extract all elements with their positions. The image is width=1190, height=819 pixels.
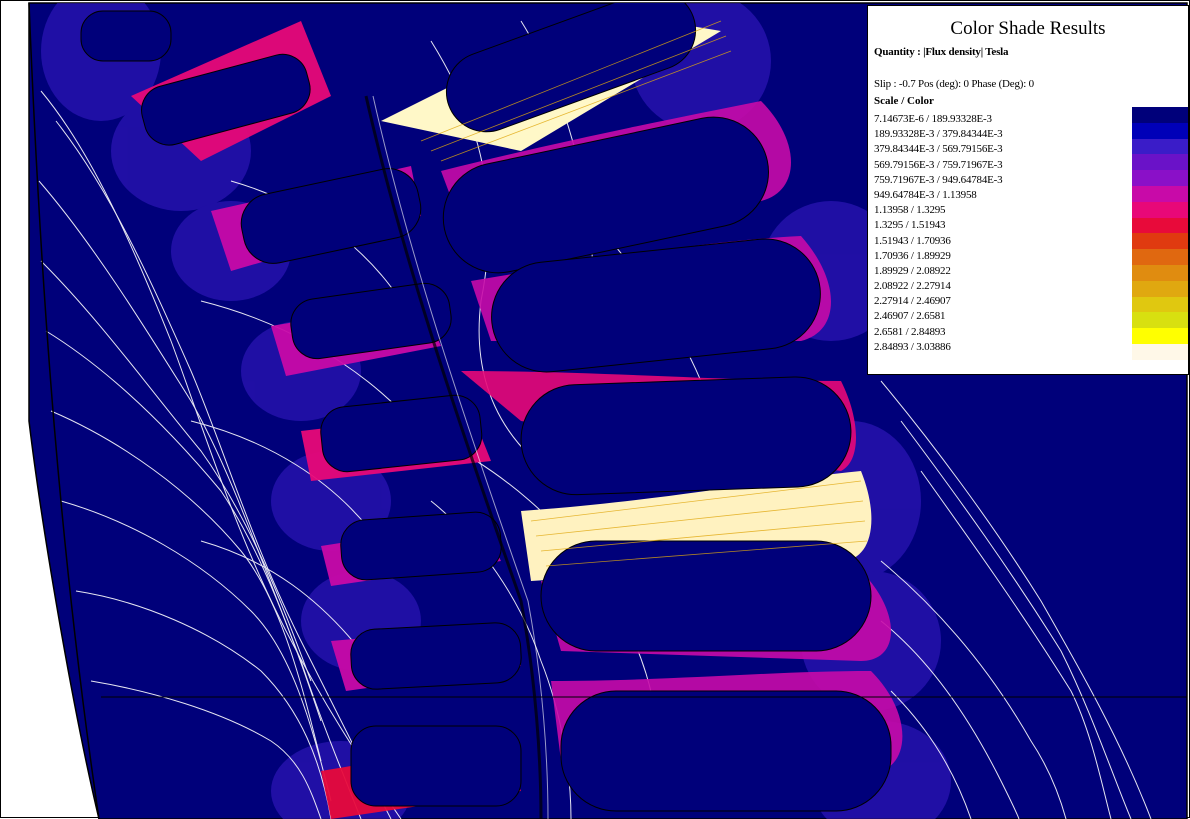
legend-swatch [1132,107,1188,123]
rotor-slot-3 [520,376,852,496]
legend-title: Color Shade Results [950,18,1106,39]
stator-slot-6 [340,511,502,581]
legend-swatch [1132,217,1188,234]
saturation-hatch [420,20,868,567]
legend-swatch [1132,233,1188,250]
legend-swatch [1132,328,1188,344]
legend-swatch [1132,296,1188,313]
rotor-slot-5 [560,690,892,812]
legend-range-15: 2.6581 / 2.84893 [874,325,946,338]
legend-swatch [1132,138,1188,155]
legend-quantity: Quantity : |Flux density| Tesla [874,46,1009,58]
legend-range-9: 1.51943 / 1.70936 [874,234,951,247]
stator-slot-3 [240,168,422,264]
legend-range-16: 2.84893 / 3.03886 [874,340,951,353]
stator-slot-2 [141,53,311,146]
legend-range-5: 759.71967E-3 / 949.64784E-3 [874,173,1003,186]
legend-swatch [1132,264,1188,281]
air-gap [364,95,543,819]
legend-swatch [1132,185,1188,202]
legend-range-4: 569.79156E-3 / 759.71967E-3 [874,158,1003,171]
rotor-slot-1 [442,116,769,274]
stator-slot-4 [290,282,452,360]
stator-slot-8 [350,725,522,807]
rotor-slot-2 [491,238,821,373]
legend-swatches [1132,107,1188,360]
outer-boundary [28,2,100,819]
legend-range-13: 2.27914 / 2.46907 [874,295,951,308]
legend-range-3: 379.84344E-3 / 569.79156E-3 [874,143,1003,156]
legend-swatch [1132,122,1188,139]
legend-range-1: 7.14673E-6 / 189.93328E-3 [874,113,992,125]
color-shade-legend: Color Shade Results Quantity : |Flux den… [867,5,1189,375]
rotor-slot-4 [540,540,872,652]
stator-slot-5 [320,394,483,473]
legend-range-10: 1.70936 / 1.89929 [874,249,951,262]
legend-range-8: 1.3295 / 1.51943 [874,219,946,232]
legend-meta: Slip : -0.7 Pos (deg): 0 Phase (Deg): 0 [874,78,1034,90]
legend-swatch [1132,170,1188,186]
legend-range-7: 1.13958 / 1.3295 [874,204,946,217]
legend-swatch [1132,154,1188,171]
legend-range-2: 189.93328E-3 / 379.84344E-3 [874,128,1003,141]
legend-swatch [1132,343,1188,360]
rotor-slot-6 [445,3,697,133]
legend-range-14: 2.46907 / 2.6581 [874,310,946,323]
legend-range-12: 2.08922 / 2.27914 [874,280,951,293]
legend-swatch [1132,280,1188,297]
stator-slot-7 [350,622,522,690]
legend-range-11: 1.89929 / 2.08922 [874,264,951,277]
legend-range-6: 949.64784E-3 / 1.13958 [874,188,977,201]
legend-swatch [1132,201,1188,218]
legend-swatch [1132,249,1188,265]
stator-slot-1 [80,10,172,62]
legend-ranges: 7.14673E-6 / 189.93328E-3 189.93328E-3 /… [874,112,1003,355]
legend-swatch [1132,312,1188,329]
slots [80,3,892,812]
legend-scale-label: Scale / Color [874,95,934,107]
